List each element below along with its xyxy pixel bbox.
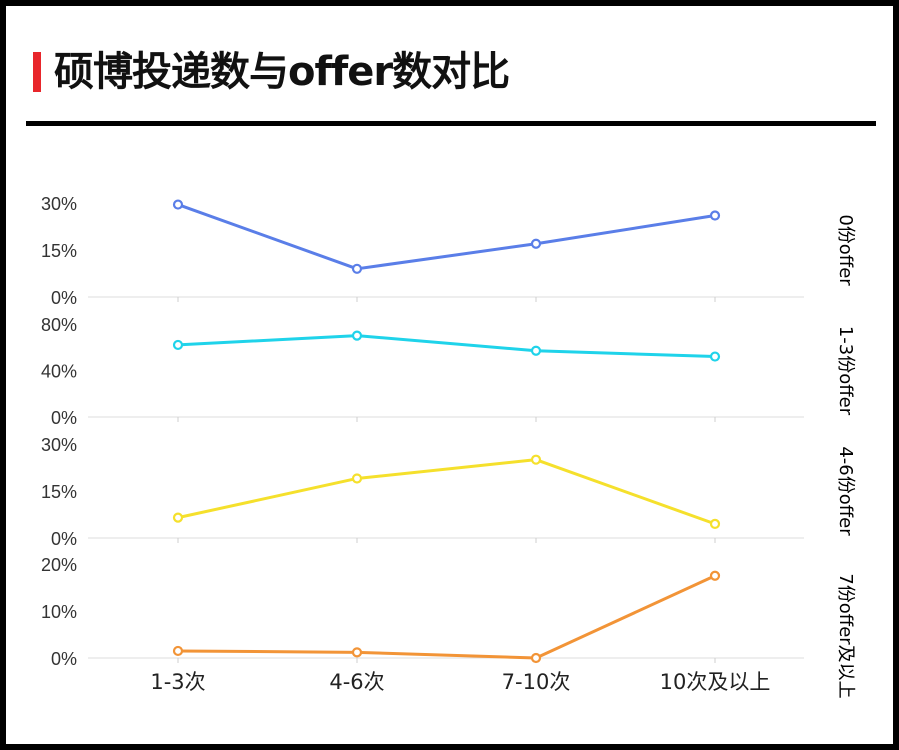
panel-2-series-line bbox=[177, 458, 716, 526]
panel-1-y-tick-label: 0% bbox=[51, 408, 77, 428]
x-tick-label: 7-10次 bbox=[502, 670, 571, 694]
panel-0-y-tick-label: 30% bbox=[41, 194, 77, 214]
panel-2-y-tick-label: 30% bbox=[41, 435, 77, 455]
panel-1-data-point bbox=[172, 339, 184, 351]
panel-2-data-point bbox=[172, 512, 184, 523]
panel-2-data-point bbox=[351, 473, 363, 484]
panel-1-series-line bbox=[177, 334, 716, 359]
panel-3-series-label: 7份offer及以上 bbox=[835, 573, 856, 698]
chart-frame: 硕博投递数与offer数对比 bbox=[6, 6, 893, 744]
panel-3-series-line bbox=[177, 574, 716, 660]
panel-3-y-tick-label: 10% bbox=[41, 602, 77, 622]
panel-3-y-tick-label: 20% bbox=[41, 555, 77, 575]
panel-0-data-point bbox=[709, 210, 721, 221]
title-divider bbox=[26, 121, 876, 126]
panel-2-data-point bbox=[530, 454, 542, 465]
panel-1-data-point bbox=[351, 330, 363, 341]
x-tick-label: 10次及以上 bbox=[660, 670, 771, 694]
title-accent-bar bbox=[33, 52, 41, 92]
panel-2-y-tick-label: 15% bbox=[41, 482, 77, 502]
panel-0-series-label: 0份offer bbox=[835, 214, 856, 286]
panel-1-y-tick-label: 80% bbox=[41, 315, 77, 335]
x-tick-label: 4-6次 bbox=[329, 670, 384, 694]
panel-1-data-point bbox=[709, 351, 721, 362]
panel-3-data-point bbox=[709, 570, 721, 581]
panel-0-series-line bbox=[177, 203, 716, 271]
panel-1-data-point bbox=[530, 345, 542, 356]
panel-1-series-label: 1-3份offer bbox=[835, 326, 856, 416]
panel-0-y-tick-label: 0% bbox=[51, 288, 77, 308]
panel-3-data-point bbox=[351, 647, 363, 658]
panel-3-data-point bbox=[172, 645, 184, 657]
panel-2-series-label: 4-6份offer bbox=[835, 446, 856, 536]
panel-0-data-point bbox=[351, 263, 363, 274]
panel-2-y-tick-label: 0% bbox=[51, 529, 77, 549]
panel-1-y-tick-label: 40% bbox=[41, 362, 77, 382]
chart-title: 硕博投递数与offer数对比 bbox=[54, 49, 510, 95]
panel-2-data-point bbox=[709, 518, 721, 530]
panel-3-data-point bbox=[530, 652, 542, 664]
panel-0-y-tick-label: 15% bbox=[41, 241, 77, 261]
x-tick-label: 1-3次 bbox=[150, 670, 205, 694]
panel-0-data-point bbox=[172, 199, 184, 210]
panel-3-y-tick-label: 0% bbox=[51, 649, 77, 669]
panel-0-data-point bbox=[530, 238, 542, 249]
